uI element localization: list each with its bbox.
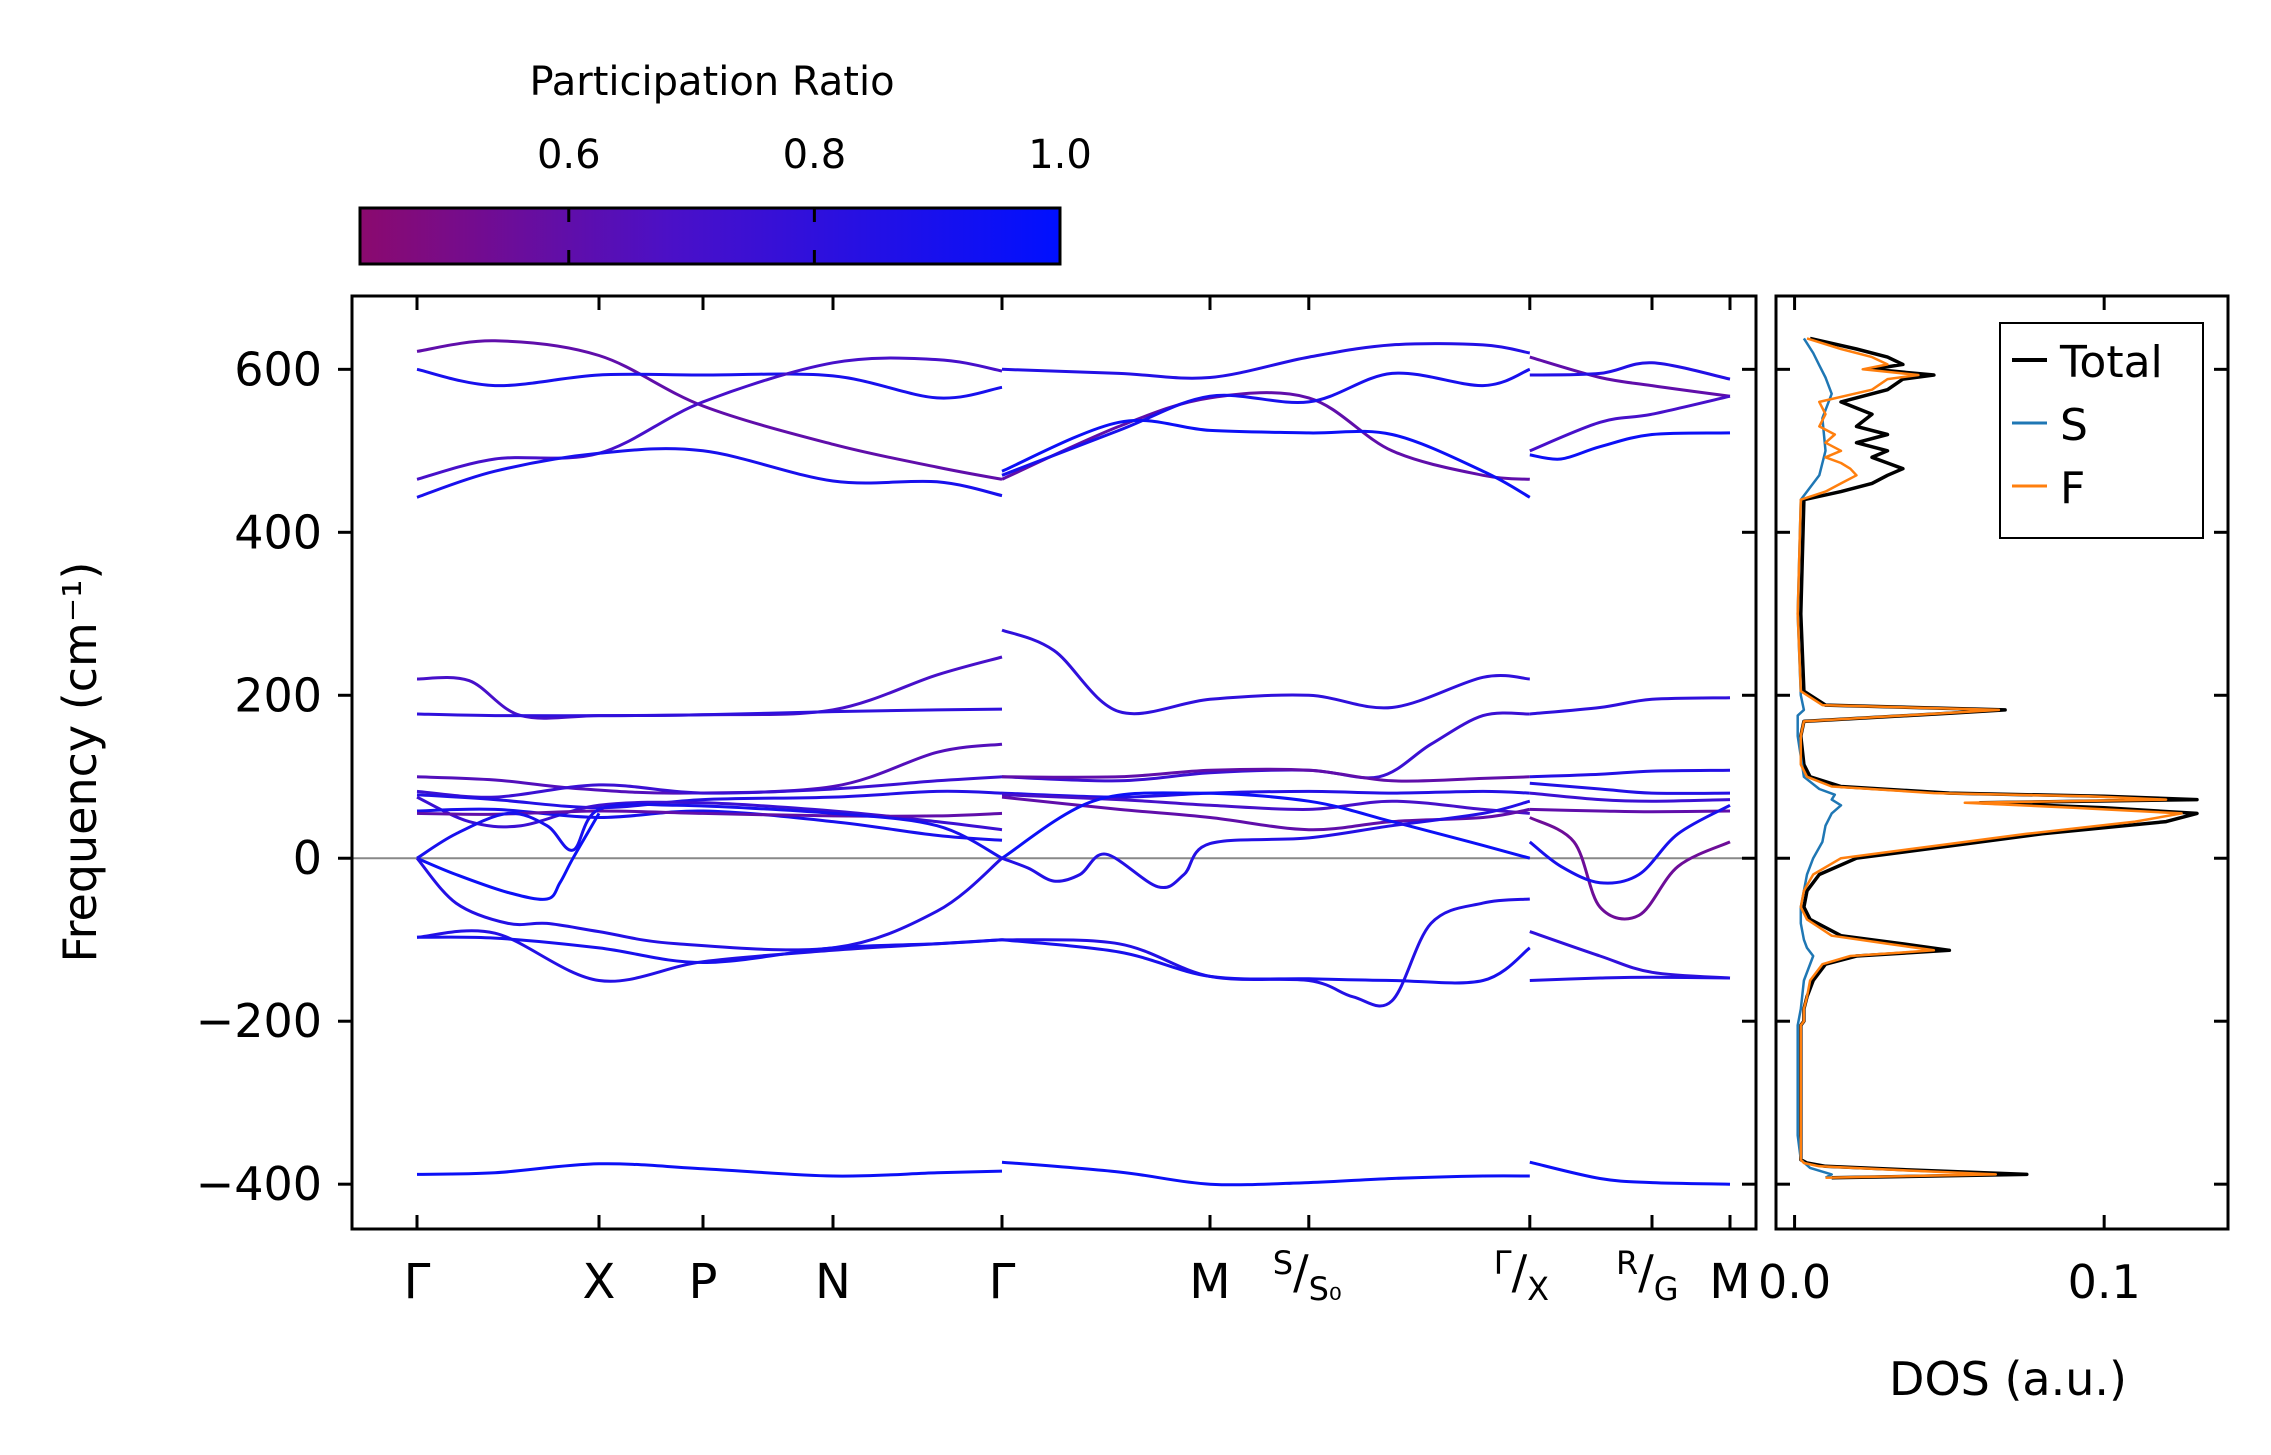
phonon-band — [1529, 768, 1731, 779]
colorbar-title: Participation Ratio — [529, 59, 894, 105]
phonon-band — [1528, 803, 1731, 885]
dos-panel: 0.0 0.1 DOS (a.u.) Total SF — [1758, 294, 2230, 1406]
phonon-band — [416, 742, 1003, 795]
phonon-band — [1529, 696, 1731, 716]
k-point-label-sup: Γ — [1494, 1244, 1512, 1282]
k-point-label: N — [815, 1254, 851, 1310]
phonon-band — [416, 812, 601, 901]
y-tick-label: 600 — [234, 342, 322, 396]
phonon-band — [416, 339, 1003, 481]
y-tick-label: −200 — [196, 994, 322, 1048]
k-point-label-sup: S — [1273, 1244, 1293, 1282]
legend: Total SF — [1999, 322, 2204, 539]
colorbar-tick-label: 0.6 — [537, 132, 601, 178]
phonon-band — [1001, 767, 1530, 783]
phonon-band — [416, 802, 1003, 860]
phonon-band — [1529, 791, 1731, 803]
legend-label-total: Total — [2059, 337, 2163, 388]
phonon-band — [415, 857, 1003, 952]
colorbar-gradient — [358, 206, 1062, 266]
phonon-band — [1529, 361, 1731, 381]
phonon-band — [1529, 781, 1731, 795]
phonon-band — [416, 789, 1003, 810]
phonon-band — [1001, 791, 1531, 860]
phonon-band — [1529, 394, 1731, 453]
phonon-band — [416, 447, 1003, 499]
phonon-band — [1001, 897, 1530, 1008]
dos-x-tick-label: 0.1 — [2068, 1255, 2141, 1309]
dos-lines — [1796, 336, 2199, 1180]
phonon-band — [416, 795, 1003, 832]
dos-series-f — [1796, 337, 2183, 1179]
k-point-label-slash: / — [1638, 1245, 1654, 1299]
k-point-label-slash: / — [1512, 1245, 1528, 1299]
y-tick-label: 0 — [293, 831, 322, 885]
colorbar-ticks: 0.6 0.8 1.0 — [537, 132, 1092, 264]
band-structure-frame — [350, 294, 1758, 1231]
phonon-band — [416, 707, 1003, 718]
phonon-band — [1001, 793, 1530, 815]
dos-x-tick-label: 0.0 — [1758, 1255, 1831, 1309]
phonon-band — [1001, 628, 1530, 716]
phonon-band — [1001, 799, 1531, 890]
phonon-band — [1001, 1160, 1530, 1187]
k-point-label: S/S₀ — [1273, 1244, 1342, 1308]
phonon-band — [416, 807, 1003, 842]
k-point-label: R/G — [1616, 1244, 1679, 1308]
colorbar: Participation Ratio 0.6 0.8 1.0 — [358, 59, 1092, 266]
k-point-label-sub: S₀ — [1309, 1270, 1342, 1308]
dos-x-axis-label: DOS (a.u.) — [1889, 1352, 2127, 1406]
phonon-band — [1001, 418, 1531, 499]
colorbar-tick-label: 1.0 — [1028, 132, 1092, 178]
phonon-band — [1001, 789, 1530, 799]
phonon-band — [1001, 391, 1530, 481]
k-point-label: Γ — [404, 1254, 431, 1310]
k-point-label: Γ — [989, 1254, 1016, 1310]
phonon-band — [1001, 342, 1531, 380]
y-tick-label: 200 — [234, 668, 322, 722]
k-point-label-sup: R — [1616, 1244, 1638, 1282]
legend-entries: Total SF — [2012, 337, 2163, 514]
y-tick-label: 400 — [234, 505, 322, 559]
phonon-band — [1529, 807, 1731, 814]
dos-axes: 0.0 0.1 — [1758, 296, 2228, 1309]
colorbar-tick-label: 0.8 — [783, 132, 847, 178]
k-point-label: M — [1189, 1254, 1230, 1310]
k-point-label: M — [1709, 1254, 1750, 1310]
phonon-band — [416, 935, 1003, 964]
k-point-label: X — [583, 1254, 616, 1310]
bands — [415, 339, 1731, 1187]
phonon-band — [1529, 930, 1731, 980]
phonon-band — [1529, 816, 1731, 921]
phonon-band — [1529, 1160, 1731, 1186]
phonon-band — [1001, 938, 1531, 985]
k-point-label-sub: G — [1654, 1270, 1679, 1308]
k-point-label-sub: X — [1527, 1270, 1549, 1308]
dos-frame — [1774, 294, 2230, 1231]
phonon-band — [416, 356, 1003, 481]
legend-label-f: F — [2060, 463, 2085, 514]
phonon-band — [1529, 355, 1731, 398]
phonon-band — [416, 1162, 1003, 1178]
k-point-label: Γ/X — [1494, 1244, 1549, 1308]
phonon-band — [1529, 431, 1731, 461]
dos-series-s — [1796, 337, 1843, 1179]
phonon-band — [1001, 367, 1531, 477]
phonon-band — [1001, 795, 1531, 832]
y-axis-label: Frequency (cm⁻¹) — [53, 562, 107, 963]
phonon-band — [416, 367, 1003, 400]
k-point-label: P — [689, 1254, 718, 1310]
k-point-label-slash: / — [1293, 1245, 1309, 1299]
phonon-band — [1529, 975, 1731, 982]
phonon-band — [416, 775, 1003, 799]
y-tick-label: −400 — [196, 1157, 322, 1211]
legend-label-s: S — [2060, 400, 2088, 451]
